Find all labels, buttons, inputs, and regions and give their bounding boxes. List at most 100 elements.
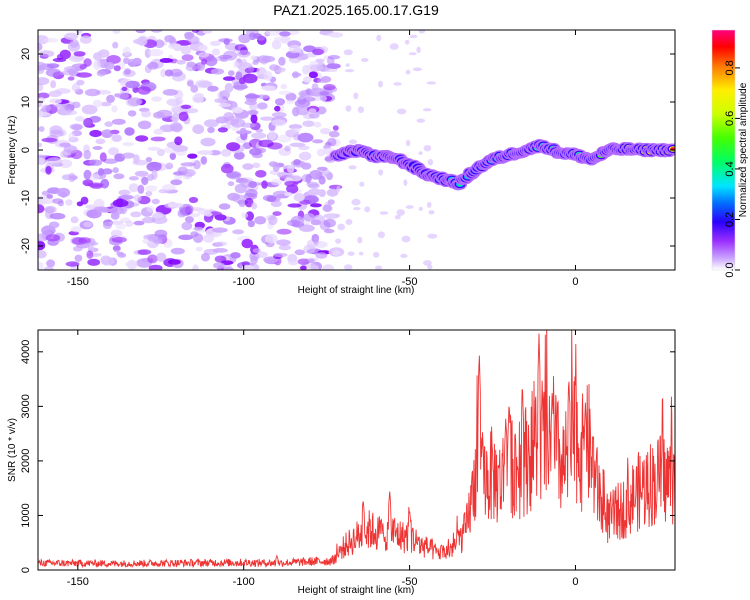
noise-blob <box>71 82 81 93</box>
snr-series-line <box>38 330 675 569</box>
noise-blob <box>401 235 411 243</box>
noise-blob <box>205 56 218 67</box>
noise-blob <box>344 264 353 270</box>
noise-blob <box>67 76 75 81</box>
noise-blob <box>221 163 234 174</box>
noise-blob <box>141 176 149 186</box>
noise-blob <box>396 108 407 115</box>
noise-blob <box>153 239 163 245</box>
noise-blob <box>344 69 355 73</box>
noise-blob <box>123 68 131 75</box>
noise-blob <box>209 150 221 156</box>
noise-blob <box>180 162 196 167</box>
noise-blob <box>148 49 164 57</box>
noise-blob <box>181 54 194 61</box>
snr-frame <box>37 329 676 571</box>
colorbar: 0.0 0.2 0.4 0.6 0.8 Normalized spectral ampl… <box>711 29 749 278</box>
noise-blob <box>38 110 44 119</box>
noise-blob <box>261 55 276 63</box>
y-tick-label: 1000 <box>20 503 32 527</box>
noise-blob <box>241 122 256 128</box>
noise-blob <box>96 70 107 77</box>
noise-blob <box>38 83 44 92</box>
noise-blob <box>224 82 234 93</box>
noise-blob <box>312 139 324 144</box>
noise-blob <box>45 165 52 175</box>
noise-blob <box>332 125 339 131</box>
noise-blob <box>69 175 78 181</box>
noise-blob <box>122 46 131 56</box>
noise-blob <box>192 264 199 270</box>
spectrogram-y-ticks: -20 -10 0 10 20 <box>20 48 675 254</box>
noise-blob <box>323 218 336 228</box>
noise-blob <box>255 170 267 178</box>
noise-blob <box>93 198 105 209</box>
noise-blob <box>198 44 208 52</box>
noise-blob <box>241 212 249 218</box>
noise-blob <box>168 43 182 50</box>
noise-blob <box>284 180 299 187</box>
noise-blob <box>408 52 417 56</box>
noise-blob <box>74 116 85 122</box>
noise-blob <box>192 93 204 104</box>
noise-blob <box>59 71 75 76</box>
noise-blob <box>169 68 183 77</box>
noise-blob <box>174 174 183 180</box>
noise-blob <box>45 234 61 242</box>
noise-blob <box>154 229 168 238</box>
noise-blob <box>277 171 293 179</box>
x-tick-label: -150 <box>67 576 89 588</box>
noise-blob <box>49 212 66 220</box>
noise-blob <box>114 93 121 98</box>
noise-blob <box>245 188 258 198</box>
colorbar-frame <box>711 29 736 271</box>
noise-blob <box>130 211 142 218</box>
noise-blob <box>43 37 59 43</box>
colorbar-tick-label: 0.6 <box>724 111 736 126</box>
noise-blob <box>378 80 383 88</box>
noise-blob <box>190 231 199 238</box>
noise-blob <box>233 151 245 160</box>
noise-blob <box>149 162 162 168</box>
noise-blob <box>188 36 200 45</box>
noise-blob <box>156 252 167 262</box>
noise-blob <box>73 51 86 57</box>
noise-blob <box>101 168 113 175</box>
noise-blob <box>239 77 246 85</box>
noise-blob <box>148 264 163 270</box>
noise-blob <box>145 157 153 163</box>
noise-blob <box>218 54 233 60</box>
y-tick-label: 3000 <box>20 394 32 418</box>
noise-blob <box>310 219 322 226</box>
noise-blob <box>48 221 60 229</box>
noise-blob <box>70 216 79 224</box>
noise-blob <box>59 49 71 60</box>
noise-blob <box>249 147 262 156</box>
noise-blob <box>127 110 137 117</box>
y-tick-label: 0 <box>20 567 32 573</box>
noise-blob <box>255 251 268 258</box>
noise-blob <box>303 97 316 102</box>
noise-blob <box>141 110 152 118</box>
noise-blob <box>124 127 135 136</box>
noise-blob <box>409 34 418 39</box>
noise-blob <box>83 169 92 180</box>
noise-blob <box>81 104 98 115</box>
y-tick-label: 0 <box>20 147 32 153</box>
noise-blob <box>345 105 352 112</box>
noise-blob <box>83 58 92 67</box>
noise-blob <box>345 63 351 67</box>
noise-blob <box>271 39 282 50</box>
noise-blob <box>151 198 160 205</box>
noise-blob <box>201 252 210 262</box>
noise-blob <box>204 212 213 217</box>
noise-blob <box>298 151 312 161</box>
noise-blob <box>70 226 82 233</box>
noise-blob <box>284 192 293 197</box>
noise-blob <box>63 66 80 73</box>
noise-blob <box>69 54 84 63</box>
noise-blob <box>372 251 380 258</box>
noise-blob <box>38 261 44 270</box>
noise-blob <box>405 69 411 75</box>
